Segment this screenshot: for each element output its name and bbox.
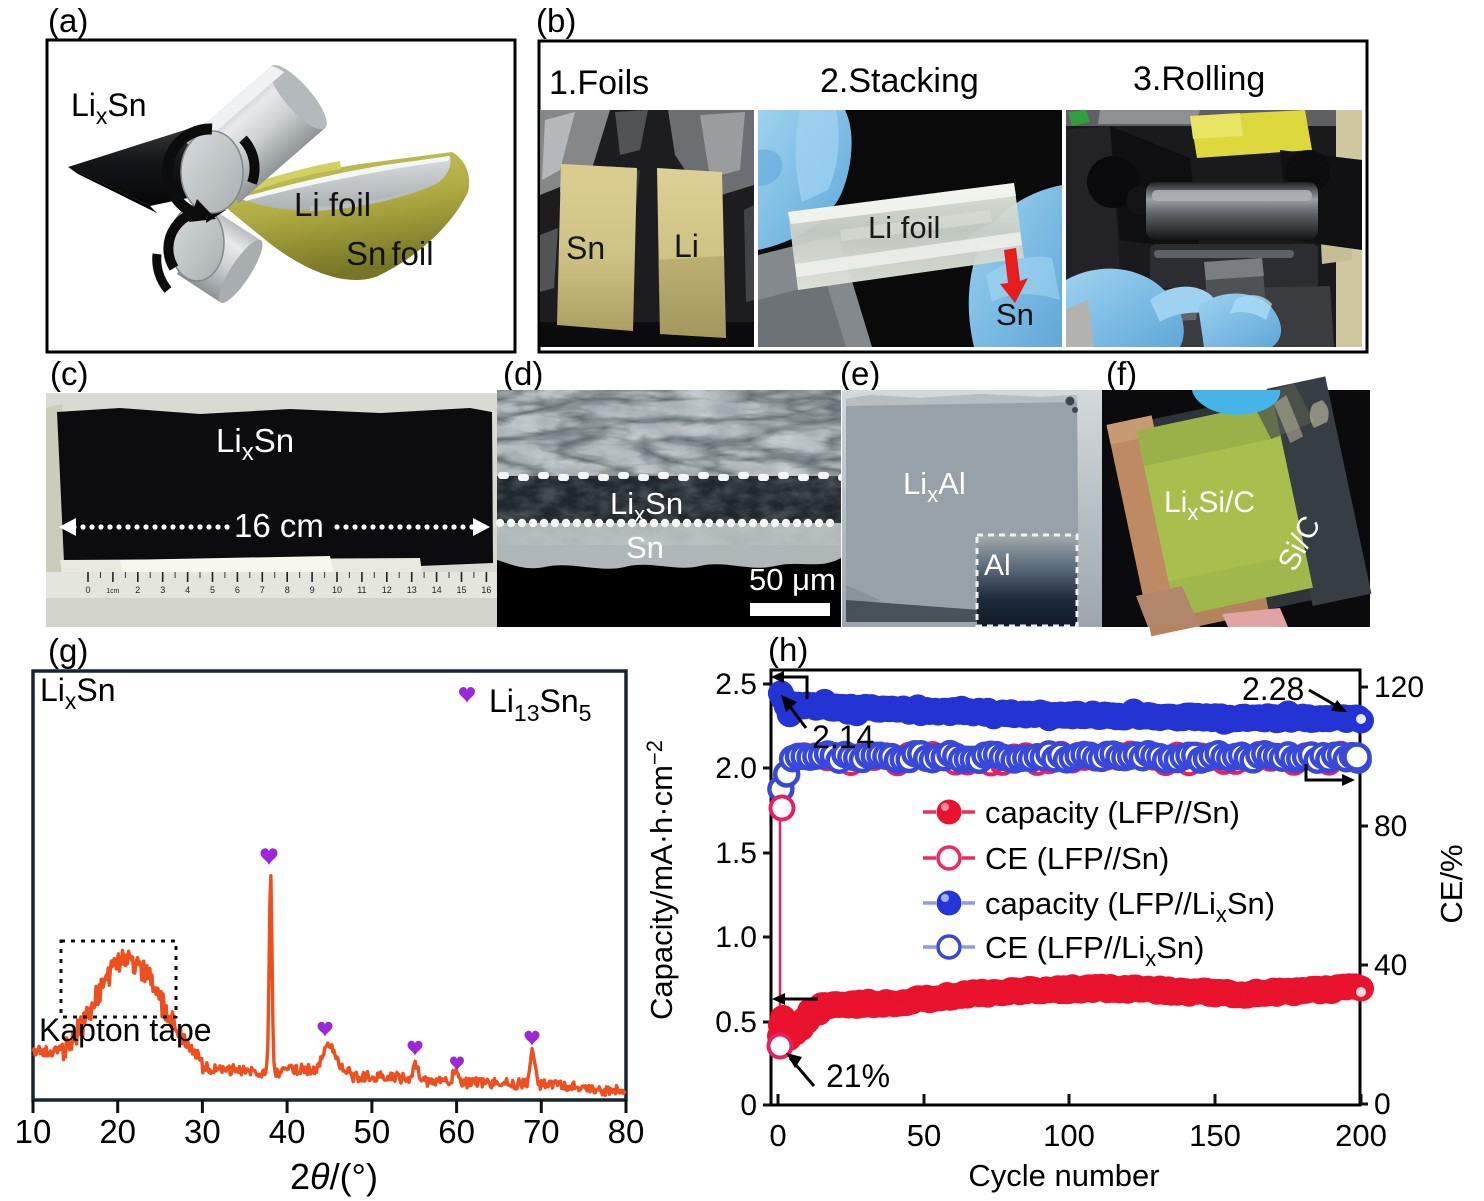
svg-text:0: 0 [85,585,90,595]
svg-text:6: 6 [235,585,240,595]
svg-text:60: 60 [438,1113,475,1150]
svg-text:0.5: 0.5 [715,1006,757,1039]
svg-text:(c): (c) [50,355,88,392]
svg-text:5: 5 [210,585,215,595]
svg-text:LixSn: LixSn [40,672,116,714]
svg-text:2.28: 2.28 [1242,671,1304,707]
svg-text:8: 8 [285,585,290,595]
svg-text:2.0: 2.0 [715,752,757,785]
svg-text:30: 30 [184,1113,221,1150]
svg-text:0: 0 [769,1118,786,1153]
svg-text:120: 120 [1374,671,1424,704]
svg-text:80: 80 [1374,810,1407,843]
svg-text:10: 10 [15,1113,52,1150]
svg-text:1.Foils: 1.Foils [549,64,649,102]
svg-text:Li foil: Li foil [294,186,371,223]
svg-text:0: 0 [1374,1088,1391,1121]
svg-text:Cycle number: Cycle number [968,1158,1159,1193]
svg-text:16: 16 [481,585,491,595]
svg-text:LixSi/C: LixSi/C [1164,486,1255,525]
svg-text:capacity (LFP//Sn): capacity (LFP//Sn) [985,795,1240,830]
svg-text:2.Stacking: 2.Stacking [820,62,979,100]
svg-text:4: 4 [185,585,190,595]
svg-text:20: 20 [99,1113,136,1150]
svg-text:13: 13 [407,585,417,595]
svg-text:21%: 21% [826,1058,890,1094]
svg-text:50: 50 [354,1113,391,1150]
svg-text:LixSn: LixSn [216,422,294,466]
svg-text:0: 0 [740,1089,757,1122]
svg-text:(a): (a) [48,2,88,39]
svg-text:Capacity/mA·h·cm−2: Capacity/mA·h·cm−2 [642,740,679,1020]
svg-text:40: 40 [269,1113,306,1150]
svg-text:CE (LFP//Sn): CE (LFP//Sn) [985,841,1169,876]
svg-text:LixSn: LixSn [610,486,683,527]
svg-text:Sn: Sn [566,230,605,266]
svg-text:3.Rolling: 3.Rolling [1133,60,1265,98]
svg-text:(e): (e) [840,355,880,392]
svg-text:50: 50 [907,1118,941,1153]
svg-text:Li13Sn5: Li13Sn5 [489,683,591,726]
svg-text:9: 9 [310,585,315,595]
svg-text:10: 10 [332,585,342,595]
svg-text:(b): (b) [536,2,576,39]
svg-text:14: 14 [432,585,442,595]
svg-text:Sn: Sn [996,297,1034,332]
svg-text:150: 150 [1189,1118,1241,1153]
svg-text:16 cm: 16 cm [234,507,324,544]
svg-text:1.5: 1.5 [715,837,757,870]
svg-text:15: 15 [456,585,466,595]
svg-text:Li: Li [674,228,699,264]
svg-text:40: 40 [1374,949,1407,982]
svg-text:1cm: 1cm [106,588,119,595]
svg-text:Sn: Sn [626,530,664,565]
svg-text:LixSn: LixSn [71,87,147,129]
svg-text:70: 70 [523,1113,560,1150]
svg-text:(f): (f) [1106,355,1137,392]
svg-text:(d): (d) [503,355,543,392]
svg-text:200: 200 [1335,1118,1387,1153]
svg-text:(g): (g) [48,632,88,669]
svg-text:2: 2 [135,585,140,595]
svg-text:2.5: 2.5 [715,668,757,701]
svg-text:7: 7 [260,585,265,595]
svg-text:11: 11 [357,585,366,595]
svg-text:CE/%: CE/% [1434,844,1469,923]
svg-text:50 μm: 50 μm [749,562,836,597]
svg-text:1.0: 1.0 [715,921,757,954]
svg-text:Kapton tape: Kapton tape [39,1012,212,1048]
svg-text:Li foil: Li foil [868,210,940,245]
svg-text:80: 80 [608,1113,645,1150]
svg-text:100: 100 [1043,1118,1095,1153]
svg-text:capacity (LFP//LixSn): capacity (LFP//LixSn) [985,886,1275,927]
svg-text:12: 12 [382,585,392,595]
svg-text:Al: Al [984,549,1011,582]
svg-text:2θ/(°): 2θ/(°) [290,1156,378,1197]
svg-text:3: 3 [160,585,165,595]
svg-text:CE (LFP//LixSn): CE (LFP//LixSn) [985,930,1204,971]
svg-text:2.14: 2.14 [812,719,874,755]
svg-text:(h): (h) [768,631,808,668]
